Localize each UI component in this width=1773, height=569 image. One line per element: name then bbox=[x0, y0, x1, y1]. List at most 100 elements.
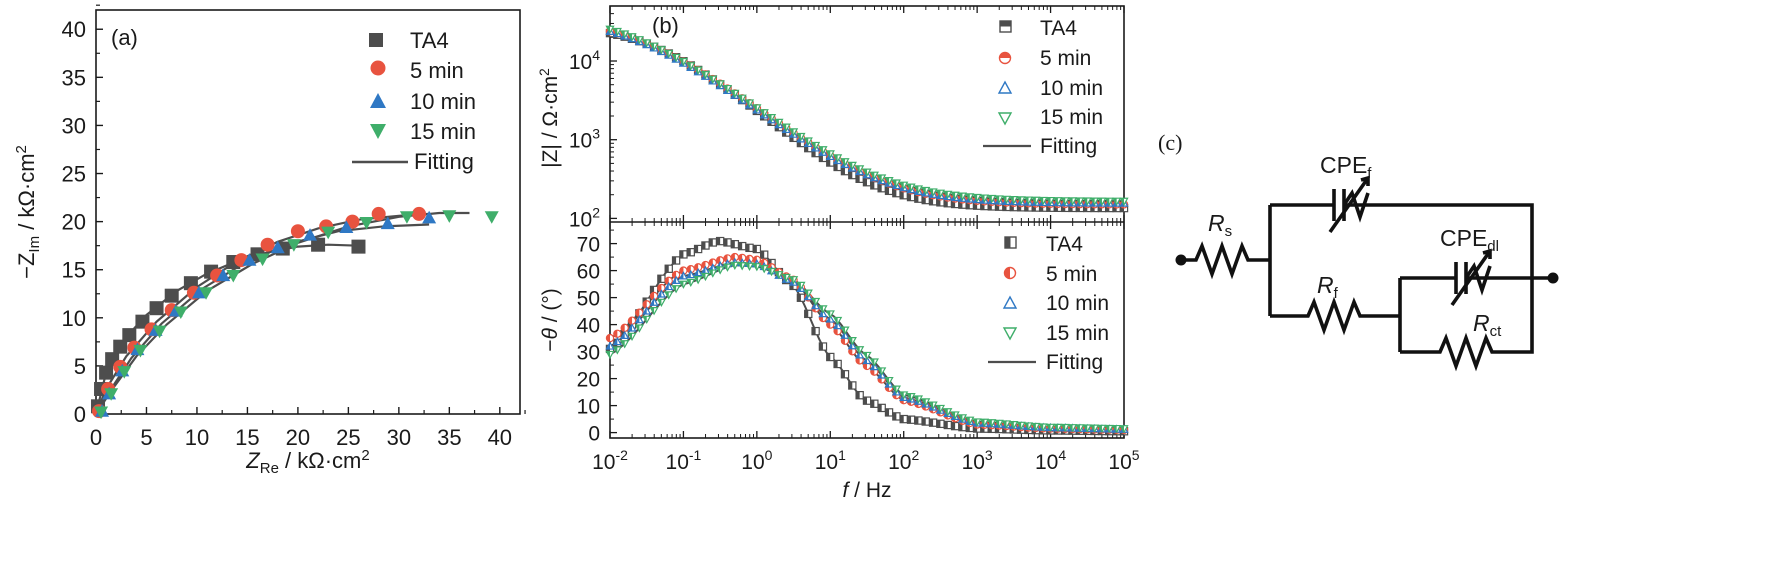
data-point-15min bbox=[399, 211, 414, 224]
phase-point-ta4-fill bbox=[753, 245, 757, 253]
magnitude-point-15min-fill bbox=[731, 90, 735, 97]
legend-marker-15min bbox=[370, 124, 386, 139]
magnitude-point-15min-fill bbox=[613, 28, 618, 36]
phase-point-10min-fill bbox=[606, 342, 610, 350]
magnitude-point-ta4-fill bbox=[922, 196, 926, 204]
data-point-10min bbox=[270, 240, 285, 254]
magnitude-point-15min-fill bbox=[672, 54, 677, 61]
x-tick-label: 105 bbox=[1108, 447, 1139, 474]
magnitude-point-15min-fill bbox=[628, 33, 633, 41]
legend-label-10min: 10 min bbox=[1040, 77, 1103, 100]
magnitude-point-ta4-fill bbox=[863, 178, 867, 186]
data-point-15min bbox=[173, 306, 188, 320]
magnitude-point-10min-fill bbox=[907, 186, 912, 193]
phase-point-15min-fill bbox=[1010, 421, 1014, 429]
magnitude-point-10min-fill bbox=[1076, 199, 1080, 206]
phase-point-ta4-fill bbox=[892, 412, 897, 420]
magnitude-point-15min-fill bbox=[1024, 197, 1029, 204]
magnitude-point-15min-fill bbox=[716, 80, 721, 88]
phase-point-15min-fill bbox=[966, 417, 970, 424]
phase-point-15min-fill bbox=[782, 274, 787, 281]
magnitude-point-15min-fill bbox=[848, 162, 853, 169]
magnitude-point-ta4-fill bbox=[834, 163, 838, 171]
phase-point-ta4-fill bbox=[878, 404, 882, 412]
phase-point-5min-fill bbox=[834, 327, 838, 335]
magnitude-point-ta4-fill bbox=[1061, 204, 1066, 212]
magnitude-point-15min-fill bbox=[966, 193, 970, 201]
magnitude-point-10min-fill bbox=[1091, 199, 1095, 207]
label-cpe-f: CPEf bbox=[1320, 152, 1372, 182]
legend-label-fitting: Fitting bbox=[414, 149, 474, 174]
magnitude-point-ta4-fill bbox=[944, 199, 948, 207]
phase-point-ta4-fill bbox=[760, 251, 765, 259]
phase-point-ta4-fill bbox=[951, 422, 956, 430]
magnitude-point-ta4-fill bbox=[936, 198, 941, 206]
nyquist-axes: 0 5 10 15 20 25 30 35 40 0 5 10 15 20 25 30 35 40 bbox=[62, 4, 526, 450]
bode-axes: 10-2 10-1 100 101 102 103 104 105 102 103 104 0 10 20… bbox=[569, 6, 1140, 474]
data-point-10min bbox=[242, 253, 257, 266]
magnitude-point-ta4-fill bbox=[870, 181, 875, 189]
magnitude-point-15min-fill bbox=[1046, 197, 1051, 205]
magnitude-point-15min-fill bbox=[782, 124, 787, 131]
data-point-ta4 bbox=[149, 301, 164, 316]
nyquist-legend: TA4 5 min 10 min 15 min Fitting bbox=[352, 28, 476, 174]
phase-point-10min-fill bbox=[701, 266, 706, 274]
magnitude-point-10min-fill bbox=[1002, 197, 1007, 205]
magnitude-point-15min-fill bbox=[878, 174, 882, 182]
data-point-10min bbox=[191, 285, 206, 299]
phase-point-ta4-fill bbox=[936, 420, 941, 428]
phase-point-ta4-fill bbox=[665, 265, 669, 273]
magnitude-point-10min-fill bbox=[936, 192, 941, 199]
magnitude-point-15min-fill bbox=[1083, 198, 1088, 205]
y-tick-label: 60 bbox=[577, 261, 600, 284]
magnitude-point-10min-fill bbox=[1105, 199, 1110, 207]
y-tick-label: 25 bbox=[62, 162, 86, 187]
nyquist-y-axis-label: −ZIm / kΩ·cm2 bbox=[13, 145, 43, 279]
magnitude-point-10min-fill bbox=[1046, 199, 1051, 206]
equivalent-circuit: (c) Rs CPEf Rf CPEdl Rct bbox=[1158, 130, 1559, 372]
panel-label-c: (c) bbox=[1158, 130, 1182, 155]
magnitude-point-10min-fill bbox=[819, 148, 823, 156]
phase-point-ta4-fill bbox=[657, 275, 662, 283]
phase-point-ta4-fill bbox=[980, 425, 985, 433]
phase-point-5min-fill bbox=[848, 347, 853, 355]
magnitude-point-15min-fill bbox=[951, 192, 956, 199]
phase-point-10min-fill bbox=[826, 315, 831, 323]
cpe-dl bbox=[1400, 262, 1552, 294]
magnitude-point-10min-fill bbox=[797, 135, 801, 142]
bode-phase-y-axis-label: −θ / (°) bbox=[539, 288, 562, 352]
magnitude-point-10min-fill bbox=[856, 168, 860, 175]
magnitude-point-10min-fill bbox=[812, 144, 816, 151]
x-tick-label: 0 bbox=[90, 425, 102, 450]
phase-point-10min-fill bbox=[812, 302, 816, 309]
phase-point-15min-fill bbox=[980, 419, 985, 426]
magnitude-point-15min-fill bbox=[738, 95, 743, 102]
magnitude-point-10min-fill bbox=[863, 171, 867, 178]
data-point-10min bbox=[422, 210, 437, 224]
phase-point-5min-fill bbox=[672, 271, 677, 279]
x-tick-label: 10-2 bbox=[592, 447, 628, 474]
magnitude-point-ta4-fill bbox=[812, 149, 816, 157]
phase-point-15min-fill bbox=[1113, 425, 1117, 433]
phase-point-15min-fill bbox=[745, 263, 750, 270]
phase-point-15min-fill bbox=[665, 291, 669, 299]
resistor-rct bbox=[1400, 278, 1534, 372]
legend-marker-ta4-fill bbox=[1005, 237, 1011, 248]
phase-point-ta4-fill bbox=[944, 421, 948, 429]
magnitude-point-10min-fill bbox=[1120, 199, 1124, 207]
phase-point-15min-fill bbox=[841, 327, 845, 334]
magnitude-point-ta4-fill bbox=[804, 144, 809, 152]
phase-point-ta4-fill bbox=[929, 419, 934, 427]
magnitude-point-10min-fill bbox=[775, 121, 779, 128]
data-point-ta4 bbox=[164, 288, 179, 303]
magnitude-point-15min-fill bbox=[767, 114, 772, 122]
magnitude-point-15min-fill bbox=[621, 31, 625, 38]
magnitude-point-15min-fill bbox=[980, 195, 985, 202]
phase-point-ta4-fill bbox=[812, 327, 816, 335]
phase-point-15min-fill bbox=[1120, 425, 1124, 433]
phase-point-10min-fill bbox=[672, 276, 677, 284]
magnitude-point-ta4-fill bbox=[797, 139, 801, 147]
magnitude-point-15min-fill bbox=[900, 182, 904, 189]
legend-label-ta4: TA4 bbox=[1040, 17, 1077, 40]
phase-point-15min-fill bbox=[1091, 425, 1095, 432]
